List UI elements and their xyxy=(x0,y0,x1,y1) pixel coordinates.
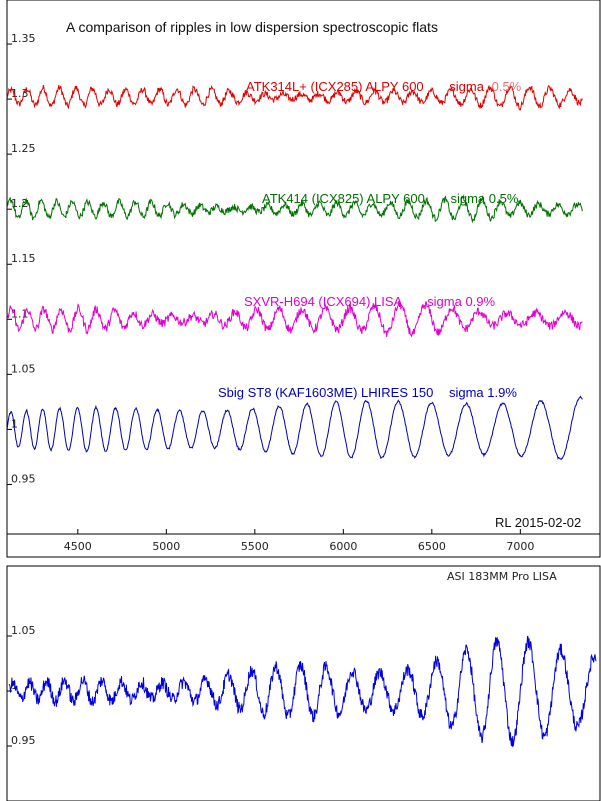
bottom-series-line xyxy=(8,635,597,747)
top-x-tick-label: 7000 xyxy=(506,540,534,553)
series-label-atk414-name: ATK414 (ICX825) ALPY 600 xyxy=(262,191,425,206)
series-label-sxvr: SXVR-H694 (ICX694) LISA sigma 0.9% xyxy=(244,294,496,309)
bottom-chart-label: ASI 183MM Pro LISA xyxy=(447,570,557,583)
top-x-tick-label: 6000 xyxy=(329,540,357,553)
series-label-sbig: Sbig ST8 (KAF1603ME) LHIRES 150 sigma 1.… xyxy=(218,385,517,400)
top-chart-title: A comparison of ripples in low dispersio… xyxy=(66,19,438,35)
top-series-group xyxy=(6,84,583,460)
top-x-tick-label: 4500 xyxy=(64,540,92,553)
series-label-atk314-name: ATK314L+ (ICX285) ALPY 600 xyxy=(246,79,424,94)
series-line-0 xyxy=(6,84,583,111)
top-y-tick-label: 1.25 xyxy=(11,142,36,155)
series-label-atk314-sigma: sigma xyxy=(449,79,484,94)
series-label-atk414-sigma: sigma 0.5% xyxy=(450,191,518,206)
top-y-tick-label: 1.2 xyxy=(11,197,29,210)
bottom-y-tick-label: 0.95 xyxy=(11,734,36,747)
bottom-y-tick-label: 1.05 xyxy=(11,624,36,637)
series-label-atk314-value: 0.5% xyxy=(492,79,522,94)
series-label-atk414: ATK414 (ICX825) ALPY 600 sigma 0.5% xyxy=(262,191,519,206)
chart-annotation: RL 2015-02-02 xyxy=(495,515,581,530)
top-x-tick-label: 5500 xyxy=(241,540,269,553)
series-label-sxvr-name: SXVR-H694 (ICX694) LISA xyxy=(244,294,403,309)
top-y-tick-label: 1.05 xyxy=(11,362,36,375)
series-label-atk314: ATK314L+ (ICX285) ALPY 600 sigma 0.5% xyxy=(246,79,522,94)
series-line-2 xyxy=(6,300,583,338)
series-label-sbig-name: Sbig ST8 (KAF1603ME) LHIRES 150 xyxy=(218,385,433,400)
bottom-y-tick-label: 1 xyxy=(11,679,18,692)
series-line-1 xyxy=(6,194,583,224)
bottom-y-ticks: 0.95 1 1.05 xyxy=(7,624,36,747)
top-y-tick-label: 1.35 xyxy=(11,32,36,45)
top-y-tick-label: 1 xyxy=(11,417,18,430)
bottom-series-group xyxy=(8,635,597,747)
bottom-panel-frame xyxy=(6,565,601,801)
top-y-tick-label: 1.15 xyxy=(11,252,36,265)
series-label-sbig-sigma: sigma 1.9% xyxy=(449,385,517,400)
top-y-tick-label: 0.95 xyxy=(11,472,36,485)
top-x-tick-label: 5000 xyxy=(152,540,180,553)
top-x-ticks: 4500 5000 5500 6000 6500 7000 xyxy=(64,529,534,553)
series-line-3 xyxy=(6,395,583,460)
series-label-sxvr-sigma: sigma 0.9% xyxy=(427,294,495,309)
top-x-tick-label: 6500 xyxy=(418,540,446,553)
